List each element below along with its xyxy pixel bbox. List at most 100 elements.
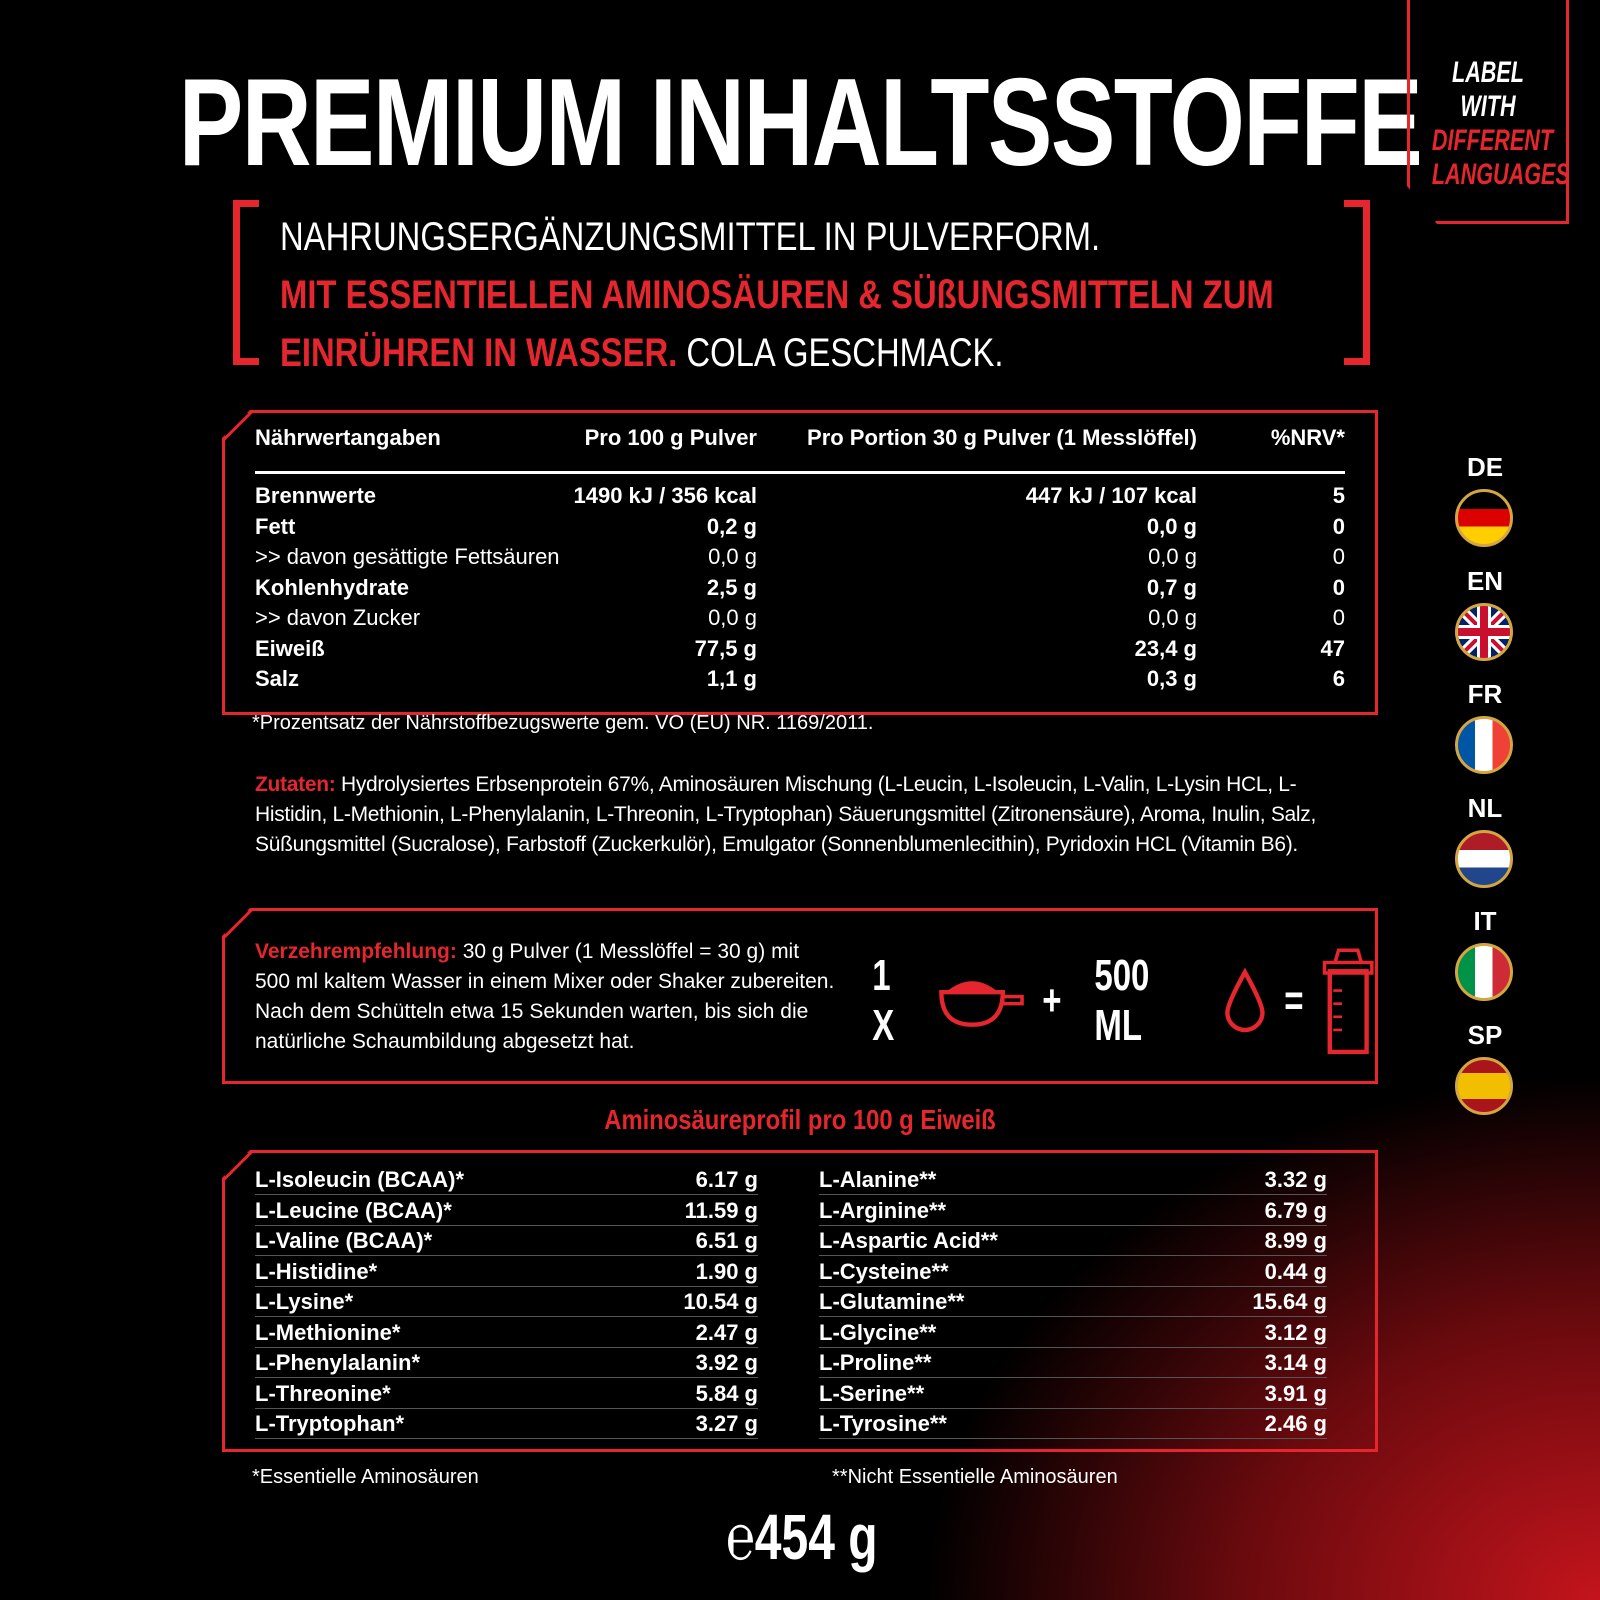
amino-value: 3.14 g xyxy=(1264,1350,1327,1375)
nutrition-table: Nährwertangaben Pro 100 g Pulver Pro Por… xyxy=(222,410,1378,715)
amino-name: L-Lysine* xyxy=(255,1289,354,1314)
nutrition-cell-nrv: 0 xyxy=(1332,544,1345,569)
amino-value: 8.99 g xyxy=(1264,1228,1327,1253)
amino-value: 0.44 g xyxy=(1264,1258,1327,1284)
amino-value: 6.17 g xyxy=(695,1167,758,1192)
bracket-left xyxy=(233,200,259,365)
language-code: FR xyxy=(1467,679,1503,709)
nutrition-cell-perPortion: 447 kJ / 107 kcal xyxy=(1025,483,1197,508)
nutrition-cell-name: Brennwerte xyxy=(255,483,377,508)
language-code: DE xyxy=(1466,452,1504,482)
nutrition-cell-nrv: 0 xyxy=(1332,574,1345,600)
nutrition-row: Brennwerte 1490 kJ / 356 kcal 447 kJ / 107… xyxy=(255,483,1345,513)
amino-row: L-Tryptophan* 3.27 g xyxy=(255,1409,758,1439)
nutrition-cell-per100: 1,1 g xyxy=(706,666,757,691)
nutrition-cell-name: Salz xyxy=(255,666,300,691)
page-title: PREMIUM INHALTSSTOFFE xyxy=(178,54,1423,192)
nutrition-cell-perPortion: 23,4 g xyxy=(1134,635,1197,661)
amino-name: L-Tryptophan* xyxy=(255,1411,405,1436)
amino-value: 6.79 g xyxy=(1264,1197,1327,1223)
amino-row: L-Threonine* 5.84 g xyxy=(255,1379,758,1409)
amino-value: 3.27 g xyxy=(695,1411,758,1436)
amino-row: L-Lysine* 10.54 g xyxy=(255,1287,758,1317)
language-sp: SP xyxy=(1455,1020,1515,1115)
nutrition-cell-nrv: 47 xyxy=(1320,635,1345,661)
amino-value: 3.92 g xyxy=(695,1350,758,1375)
amino-name: L-Serine** xyxy=(819,1380,925,1406)
amino-name: L-Leucine (BCAA)* xyxy=(255,1197,452,1223)
usage-label: Verzehrempfehlung: xyxy=(255,940,457,963)
nutrition-cell-perPortion: 0,3 g xyxy=(1146,666,1197,691)
flag-en-icon xyxy=(1455,602,1513,661)
amino-row: L-Glutamine** 15.64 g xyxy=(819,1287,1327,1317)
amino-acid-table: L-Isoleucin (BCAA)* 6.17 g L-Leucine (BCAA… xyxy=(222,1150,1378,1452)
nutrition-cell-nrv: 6 xyxy=(1332,666,1345,691)
amino-name: L-Threonine* xyxy=(255,1380,391,1406)
plus-sign: + xyxy=(1041,976,1062,1025)
divider xyxy=(255,471,1345,474)
flag-nl-icon xyxy=(1455,829,1513,888)
nutrition-cell-nrv: 5 xyxy=(1332,483,1345,508)
amino-row: L-Valine (BCAA)* 6.51 g xyxy=(255,1226,758,1256)
nutrition-cell-per100: 0,2 g xyxy=(706,513,757,539)
nutrition-cell-nrv: 0 xyxy=(1332,605,1345,630)
language-it: IT xyxy=(1455,906,1515,1001)
badge-line2: DIFFERENT xyxy=(1431,124,1554,157)
amino-name: L-Proline** xyxy=(819,1350,932,1375)
nutrition-cell-perPortion: 0,0 g xyxy=(1148,544,1197,569)
amino-value: 6.51 g xyxy=(695,1228,758,1253)
water-drop-icon xyxy=(1225,967,1265,1032)
ingredients-label: Zutaten: xyxy=(255,773,336,796)
language-code: EN xyxy=(1466,565,1504,596)
amino-title: Aminosäureprofil pro 100 g Eiweiß xyxy=(604,1104,996,1135)
intro-line1: NAHRUNGSERGÄNZUNGSMITTEL IN PULVERFORM. xyxy=(280,215,1101,259)
amino-name: L-Valine (BCAA)* xyxy=(255,1228,433,1253)
amino-name: L-Arginine** xyxy=(819,1197,947,1223)
amino-value: 3.32 g xyxy=(1264,1167,1327,1192)
amino-name: L-Histidine* xyxy=(255,1258,378,1284)
bracket-right xyxy=(1344,200,1370,365)
flag-fr-icon xyxy=(1455,716,1513,774)
ingredients: Zutaten: Hydrolysiertes Erbsenprotein 67… xyxy=(255,770,1365,860)
nutrition-cell-name: Eiweiß xyxy=(255,635,325,661)
nutrition-header: Nährwertangaben Pro 100 g Pulver Pro Por… xyxy=(255,425,1345,455)
language-code: SP xyxy=(1467,1019,1503,1050)
nutrition-row: >> davon gesättigte Fettsäuren 0,0 g 0,0 g… xyxy=(255,544,1345,574)
amino-row: L-Arginine** 6.79 g xyxy=(819,1196,1327,1226)
nutrition-cell-per100: 2,5 g xyxy=(706,574,757,600)
nutrition-row: Fett 0,2 g 0,0 g 0 xyxy=(255,514,1345,544)
nutrition-row: >> davon Zucker 0,0 g 0,0 g 0 xyxy=(255,605,1345,635)
badge-line3: LANGUAGES xyxy=(1431,158,1570,191)
amino-value: 10.54 g xyxy=(683,1289,758,1314)
ingredients-text: Hydrolysiertes Erbsenprotein 67%, Aminos… xyxy=(255,773,1317,856)
nutrition-row: Salz 1,1 g 0,3 g 6 xyxy=(255,666,1345,696)
nutrition-cell-per100: 0,0 g xyxy=(708,605,757,630)
amino-row: L-Aspartic Acid** 8.99 g xyxy=(819,1226,1327,1256)
nutrition-cell-name: Kohlenhydrate xyxy=(255,574,410,600)
amino-name: L-Alanine** xyxy=(819,1167,937,1192)
amino-row: L-Methionine* 2.47 g xyxy=(255,1318,758,1348)
amino-footnote-nonessential: **Nicht Essentielle Aminosäuren xyxy=(832,1466,1118,1488)
nutrition-cell-per100: 77,5 g xyxy=(694,635,757,661)
amino-value: 2.47 g xyxy=(695,1319,758,1345)
amino-value: 5.84 g xyxy=(695,1380,758,1406)
amino-row: L-Isoleucin (BCAA)* 6.17 g xyxy=(255,1165,758,1195)
amino-row: L-Leucine (BCAA)* 11.59 g xyxy=(255,1196,758,1226)
nutrition-cell-perPortion: 0,7 g xyxy=(1146,574,1197,600)
language-fr: FR xyxy=(1455,679,1515,774)
amino-value: 3.91 g xyxy=(1264,1380,1327,1406)
shaker-icon xyxy=(1322,947,1374,1054)
language-code: IT xyxy=(1473,906,1497,936)
amino-value: 15.64 g xyxy=(1252,1289,1327,1314)
scoop-qty: 1 X xyxy=(872,951,895,1050)
nutrition-cell-name: Fett xyxy=(255,513,296,539)
header-nrv: %NRV* xyxy=(1270,425,1345,450)
net-weight: ℮454 g xyxy=(726,1501,878,1573)
flag-it-icon xyxy=(1455,943,1513,1001)
flag-de-icon xyxy=(1455,489,1513,547)
amino-name: L-Aspartic Acid** xyxy=(819,1228,998,1253)
amino-name: L-Glutamine** xyxy=(819,1289,965,1314)
amino-value: 11.59 g xyxy=(684,1197,758,1223)
amino-name: L-Cysteine** xyxy=(819,1258,949,1284)
flag-sp-icon xyxy=(1455,1056,1513,1115)
